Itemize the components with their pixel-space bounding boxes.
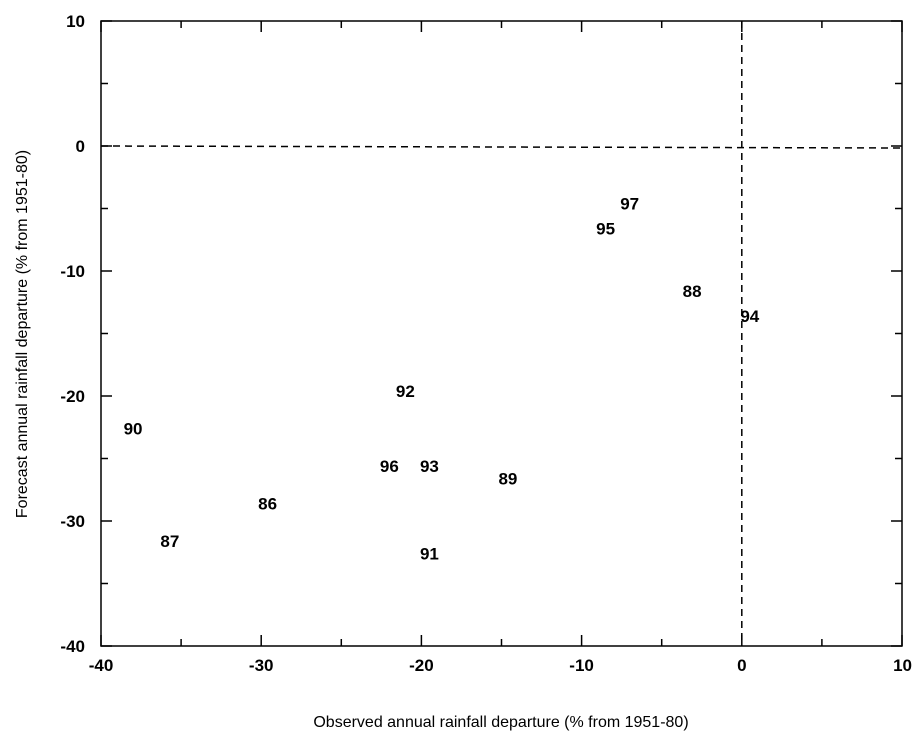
y-tick-label: 0 bbox=[76, 137, 85, 156]
data-point-95: 95 bbox=[596, 220, 615, 239]
data-point-92: 92 bbox=[396, 382, 415, 401]
x-tick-label: -20 bbox=[409, 656, 434, 675]
y-tick-label: -20 bbox=[60, 387, 85, 406]
x-tick-label: -30 bbox=[249, 656, 274, 675]
data-point-97: 97 bbox=[620, 195, 639, 214]
axis-ticks bbox=[101, 21, 902, 646]
data-point-91: 91 bbox=[420, 545, 439, 564]
data-point-88: 88 bbox=[683, 282, 702, 301]
y-tick-label: -10 bbox=[60, 262, 85, 281]
y-tick-label: -30 bbox=[60, 512, 85, 531]
x-tick-labels: -40 -30 -20 -10 0 10 bbox=[89, 656, 912, 675]
data-point-87: 87 bbox=[160, 532, 179, 551]
data-points: 97 95 88 94 92 90 96 93 89 86 87 91 bbox=[124, 195, 760, 564]
plot-frame bbox=[101, 21, 902, 646]
x-axis-title: Observed annual rainfall departure (% fr… bbox=[313, 714, 688, 731]
reference-lines bbox=[101, 21, 902, 646]
data-point-94: 94 bbox=[740, 307, 759, 326]
x-tick-label: 10 bbox=[893, 656, 912, 675]
data-point-90: 90 bbox=[124, 420, 143, 439]
y-axis-title: Forecast annual rainfall departure (% fr… bbox=[14, 150, 31, 518]
x-tick-label: -40 bbox=[89, 656, 114, 675]
y-tick-labels: 10 0 -10 -20 -30 -40 bbox=[60, 12, 85, 656]
zero-reference-line-horizontal bbox=[101, 146, 902, 148]
data-point-89: 89 bbox=[498, 470, 517, 489]
data-point-86: 86 bbox=[258, 495, 277, 514]
x-tick-label: 0 bbox=[737, 656, 746, 675]
y-tick-label: -40 bbox=[60, 637, 85, 656]
data-point-96: 96 bbox=[380, 457, 399, 476]
y-tick-label: 10 bbox=[66, 12, 85, 31]
data-point-93: 93 bbox=[420, 457, 439, 476]
x-tick-label: -10 bbox=[569, 656, 594, 675]
